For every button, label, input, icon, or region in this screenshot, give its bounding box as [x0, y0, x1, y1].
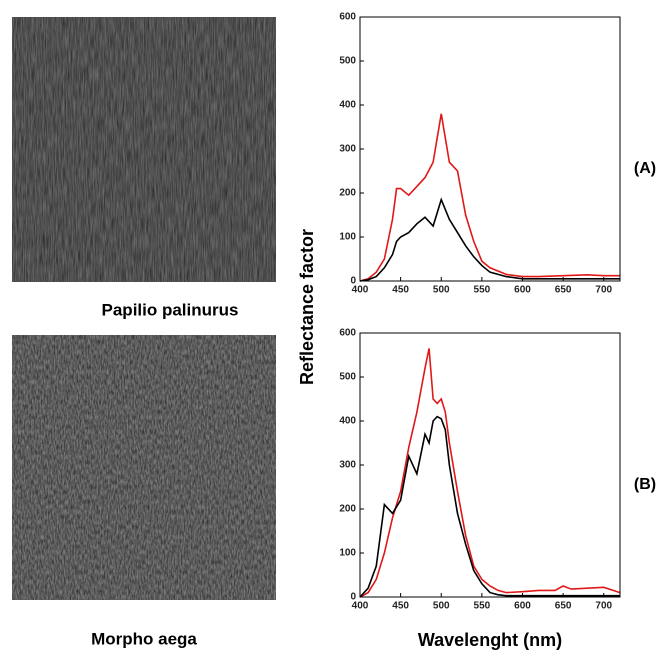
y-tick-label: 100	[339, 548, 356, 559]
panel-label: (A)	[634, 160, 656, 177]
data-line	[359, 348, 621, 598]
x-tick-label: 400	[352, 601, 369, 612]
x-axis-label: Wavelenght (nm)	[418, 630, 562, 650]
image-caption: Papilio palinurus	[102, 300, 239, 319]
y-tick-label: 400	[339, 416, 356, 427]
data-line	[359, 113, 620, 282]
y-tick-label: 300	[339, 460, 356, 471]
x-tick-label: 550	[474, 601, 491, 612]
micrograph-texture	[12, 17, 276, 282]
y-tick-label: 500	[339, 372, 356, 383]
y-tick-label: 500	[339, 56, 356, 67]
x-tick-label: 450	[392, 601, 409, 612]
panel-label: (B)	[634, 476, 656, 493]
plot-frame	[359, 332, 621, 598]
y-tick-label: 400	[339, 100, 356, 111]
y-tick-label: 0	[350, 592, 356, 603]
y-tick-label: 200	[339, 504, 356, 515]
data-line	[359, 197, 620, 282]
y-tick-label: 200	[339, 188, 356, 199]
micrograph-texture	[12, 335, 276, 600]
y-tick-label: 600	[339, 328, 356, 339]
image-caption: Morpho aega	[91, 629, 197, 648]
x-tick-label: 600	[514, 601, 531, 612]
x-tick-label: 500	[433, 285, 450, 296]
plot-frame	[359, 16, 621, 282]
y-axis-label: Reflectance factor	[297, 229, 317, 385]
y-tick-label: 0	[350, 276, 356, 287]
y-tick-label: 300	[339, 144, 356, 155]
x-tick-label: 500	[433, 601, 450, 612]
y-tick-label: 100	[339, 232, 356, 243]
x-tick-label: 700	[595, 601, 612, 612]
x-tick-label: 650	[555, 601, 572, 612]
x-tick-label: 650	[555, 285, 572, 296]
data-line	[359, 415, 620, 598]
y-tick-label: 600	[339, 12, 356, 23]
x-tick-label: 550	[474, 285, 491, 296]
x-tick-label: 700	[595, 285, 612, 296]
x-tick-label: 600	[514, 285, 531, 296]
x-tick-label: 450	[392, 285, 409, 296]
x-tick-label: 400	[352, 285, 369, 296]
